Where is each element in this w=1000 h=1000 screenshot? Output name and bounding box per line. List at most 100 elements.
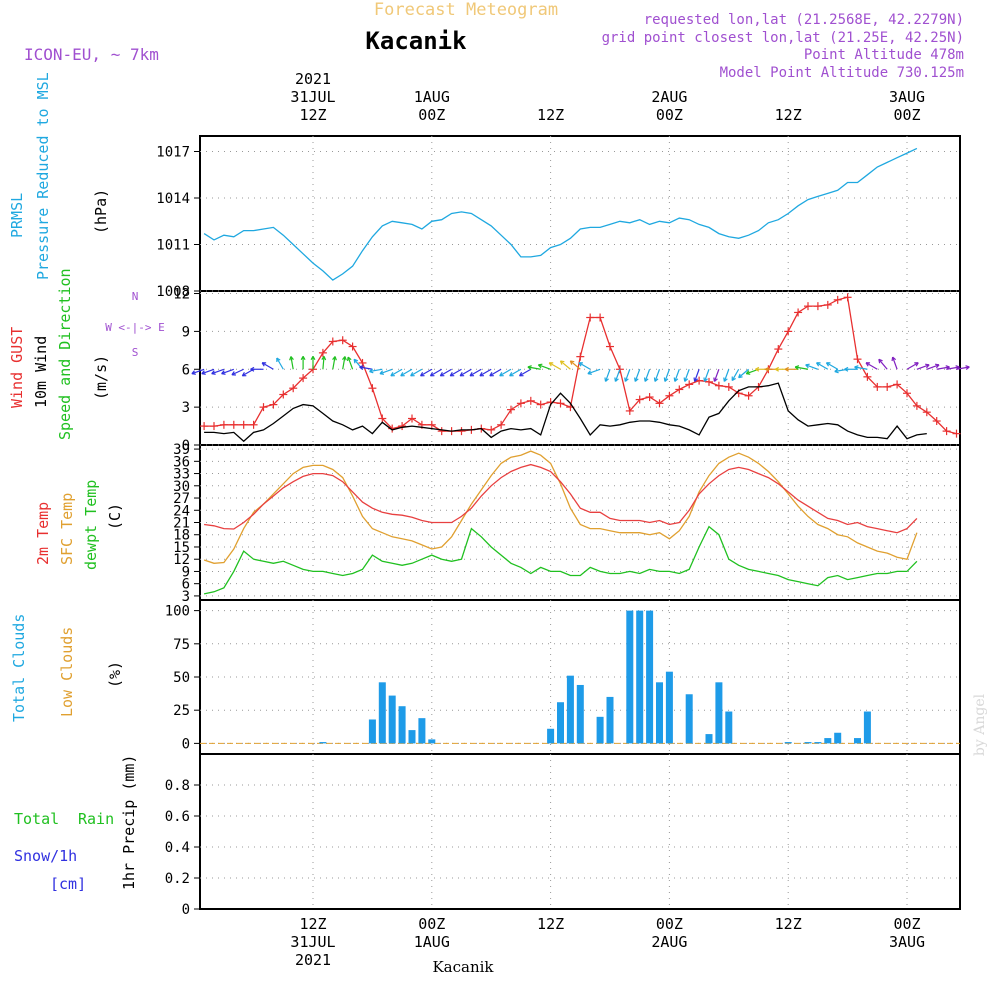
y-tick-label: 0.2: [165, 871, 190, 887]
y-tick-label: 30: [173, 479, 190, 495]
total-clouds-bar: [408, 730, 416, 744]
wind-direction-arrow: [469, 368, 482, 377]
compass-west-east: W <-|-> E: [105, 321, 165, 334]
y-tick-label: 12: [173, 287, 190, 303]
wind-direction-arrow: [844, 366, 858, 372]
time-tick-label-bottom: 00Z: [418, 915, 445, 933]
wind-direction-arrow: [341, 356, 347, 370]
point-altitude: Point Altitude 478m: [804, 47, 964, 63]
y-tick-layer: 1008101110141017036912369121518212427303…: [156, 145, 200, 918]
wind-direction-arrow: [816, 362, 829, 370]
wind-direction-arrow: [261, 362, 274, 370]
time-tick-label-bottom: 00Z: [893, 915, 920, 933]
time-tick-label-bottom: 1AUG: [414, 933, 450, 951]
y-tick-label: 0: [182, 902, 190, 918]
wind-gust-marker: [596, 313, 605, 322]
y-tick-label: 3: [182, 589, 190, 605]
y-tick-label: 24: [173, 503, 190, 519]
wind-gust-marker: [219, 420, 228, 429]
wind-gust-marker: [813, 302, 822, 311]
total-clouds-bar: [804, 742, 812, 744]
y-tick-label: 15: [173, 540, 190, 556]
watermark: by Angel: [972, 693, 988, 756]
y-tick-label: 1011: [156, 238, 190, 254]
wind-gust-marker: [843, 293, 852, 302]
y-tick-label: 12: [173, 552, 190, 568]
snow-unit-label: [cm]: [50, 875, 86, 893]
wind-gust-marker: [655, 399, 664, 408]
pressure-panel: [199, 135, 961, 292]
temp-2m-line: [204, 463, 918, 534]
total-clouds-bar: [636, 610, 644, 744]
wind-direction-arrow: [891, 356, 898, 370]
time-tick-label-top: 3AUG: [889, 88, 925, 106]
wind-speed-dir-label: Speed and Direction: [56, 268, 74, 440]
total-clouds-bar: [368, 719, 376, 744]
celsius-unit-label: (C): [106, 503, 124, 530]
wind-gust-marker: [625, 406, 634, 415]
wind-direction-arrow: [276, 357, 284, 370]
y-tick-label: 0: [182, 736, 190, 752]
time-tick-label-top: 00Z: [656, 106, 683, 124]
location-title: Kacanik: [365, 27, 467, 55]
time-tick-label-bottom: 31JUL: [290, 933, 335, 951]
dewpt-temp-line: [203, 525, 918, 595]
wind-gust-marker: [873, 382, 882, 391]
wind-direction-arrow: [519, 368, 532, 377]
total-clouds-bar: [576, 684, 584, 744]
clouds-ylabels: Total Clouds Low Clouds (%): [10, 614, 124, 722]
y-tick-label: 18: [173, 528, 190, 544]
low-clouds-label: Low Clouds: [58, 627, 76, 717]
time-tick-label-bottom: 2AUG: [651, 933, 687, 951]
y-tick-label: 36: [173, 454, 190, 470]
wind-gust-marker: [922, 408, 931, 417]
wind-direction-arrow: [211, 368, 225, 375]
wind-direction-arrow: [683, 369, 690, 382]
wind-direction-arrow: [449, 368, 462, 377]
total-clouds-bar: [566, 675, 574, 744]
wind-gust-marker: [833, 295, 842, 304]
wind-direction-arrow: [878, 358, 888, 370]
wind-direction-arrow: [310, 355, 316, 370]
wind-gust-marker: [338, 336, 347, 345]
total-clouds-bar: [626, 610, 634, 744]
wind-gust-marker: [705, 377, 713, 386]
wind-direction-arrow: [250, 366, 264, 372]
wind-gust-marker: [665, 391, 674, 400]
wind-gust-marker: [408, 414, 416, 423]
total-clouds-bar: [557, 702, 564, 744]
total-clouds-bar: [418, 718, 426, 744]
precip-ylabels: Total Rain Snow/1h [cm] 1hr Precip (mm): [14, 755, 138, 893]
temp-sfc-label: SFC Temp: [58, 493, 76, 565]
wind-direction-arrow: [420, 368, 433, 377]
wind-direction-arrow: [865, 362, 878, 370]
wind-gust-marker: [368, 384, 377, 393]
time-tick-label-top: 31JUL: [290, 88, 335, 106]
wind-direction-arrow: [369, 368, 383, 374]
time-tick-label-top: 1AUG: [414, 88, 450, 106]
wind-gust-marker: [942, 427, 951, 436]
wind-ylabels: Wind GUST 10m Wind Speed and Direction (…: [8, 268, 165, 440]
wind-gust-marker: [823, 300, 832, 309]
time-tick-label-bottom: 12Z: [775, 915, 802, 933]
wind-direction-arrow: [410, 368, 423, 377]
y-tick-label: 9: [182, 324, 190, 340]
wind-gust-marker: [724, 382, 733, 391]
wind-gust-marker: [912, 401, 921, 410]
wind-gust-marker: [576, 352, 585, 361]
y-tick-label: 6: [182, 577, 190, 593]
wind-direction-arrow: [738, 368, 749, 379]
wind-gust-marker: [685, 380, 694, 389]
wind-direction-arrow: [578, 362, 591, 370]
total-clouds-bar: [863, 711, 871, 744]
wind-gust-marker: [457, 427, 466, 436]
total-clouds-bar: [547, 728, 555, 744]
wind-direction-arrow: [643, 369, 651, 382]
time-tick-label-top: 12Z: [299, 106, 326, 124]
wind-direction-arrow: [731, 368, 740, 382]
wind-gust-marker: [635, 395, 644, 404]
y-tick-label: 1014: [156, 191, 190, 207]
wind-gust-marker: [556, 399, 565, 408]
y-tick-label: 3: [182, 400, 190, 416]
wind-direction-arrow: [926, 363, 940, 370]
